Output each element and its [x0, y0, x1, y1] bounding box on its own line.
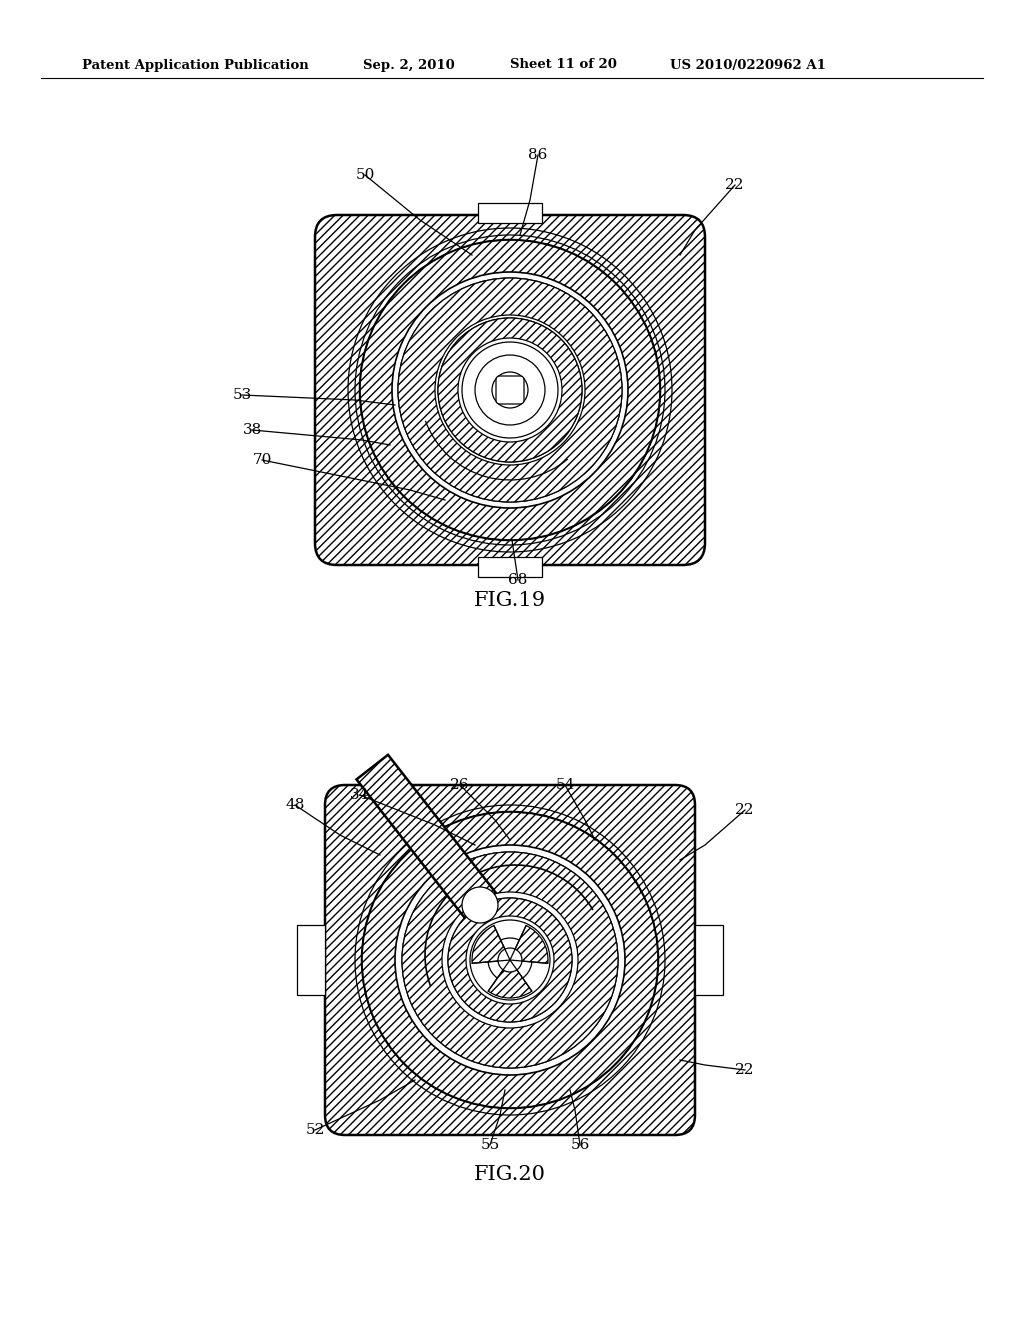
- Text: 34: 34: [350, 788, 370, 803]
- Text: 55: 55: [480, 1138, 500, 1152]
- FancyBboxPatch shape: [496, 376, 524, 404]
- Circle shape: [362, 812, 658, 1107]
- Circle shape: [462, 342, 558, 438]
- Circle shape: [449, 898, 572, 1022]
- Text: 52: 52: [305, 1123, 325, 1137]
- Wedge shape: [438, 318, 582, 462]
- Wedge shape: [362, 812, 658, 1107]
- Text: US 2010/0220962 A1: US 2010/0220962 A1: [670, 58, 826, 71]
- Bar: [297, 925, 325, 995]
- Bar: [695, 925, 723, 995]
- Wedge shape: [402, 851, 618, 1068]
- Text: 22: 22: [725, 178, 744, 191]
- Text: 53: 53: [232, 388, 252, 403]
- Wedge shape: [398, 279, 622, 502]
- Bar: [478, 203, 542, 223]
- Circle shape: [402, 851, 618, 1068]
- Text: 50: 50: [355, 168, 375, 182]
- Circle shape: [488, 939, 532, 982]
- Text: 68: 68: [508, 573, 527, 587]
- Text: 86: 86: [528, 148, 548, 162]
- Text: 22: 22: [735, 803, 755, 817]
- Text: 48: 48: [286, 799, 305, 812]
- Text: 54: 54: [555, 777, 574, 792]
- Circle shape: [492, 372, 528, 408]
- Text: 26: 26: [451, 777, 470, 792]
- Wedge shape: [472, 925, 510, 964]
- FancyBboxPatch shape: [325, 785, 695, 1135]
- Text: 22: 22: [735, 1063, 755, 1077]
- Circle shape: [438, 318, 582, 462]
- Wedge shape: [510, 925, 548, 964]
- Circle shape: [475, 355, 545, 425]
- Circle shape: [360, 240, 660, 540]
- Text: FIG.19: FIG.19: [474, 590, 546, 610]
- Text: 70: 70: [252, 453, 271, 467]
- Circle shape: [398, 279, 622, 502]
- Text: Sep. 2, 2010: Sep. 2, 2010: [362, 58, 455, 71]
- Text: Sheet 11 of 20: Sheet 11 of 20: [510, 58, 616, 71]
- Wedge shape: [488, 960, 531, 998]
- Polygon shape: [356, 755, 496, 917]
- Circle shape: [462, 887, 498, 923]
- Circle shape: [470, 920, 550, 1001]
- Bar: [478, 557, 542, 577]
- Text: 38: 38: [243, 422, 261, 437]
- Text: FIG.20: FIG.20: [474, 1166, 546, 1184]
- FancyBboxPatch shape: [315, 215, 705, 565]
- Wedge shape: [360, 240, 660, 540]
- Wedge shape: [449, 898, 572, 1022]
- Text: 56: 56: [570, 1138, 590, 1152]
- Text: Patent Application Publication: Patent Application Publication: [82, 58, 309, 71]
- Circle shape: [498, 948, 522, 972]
